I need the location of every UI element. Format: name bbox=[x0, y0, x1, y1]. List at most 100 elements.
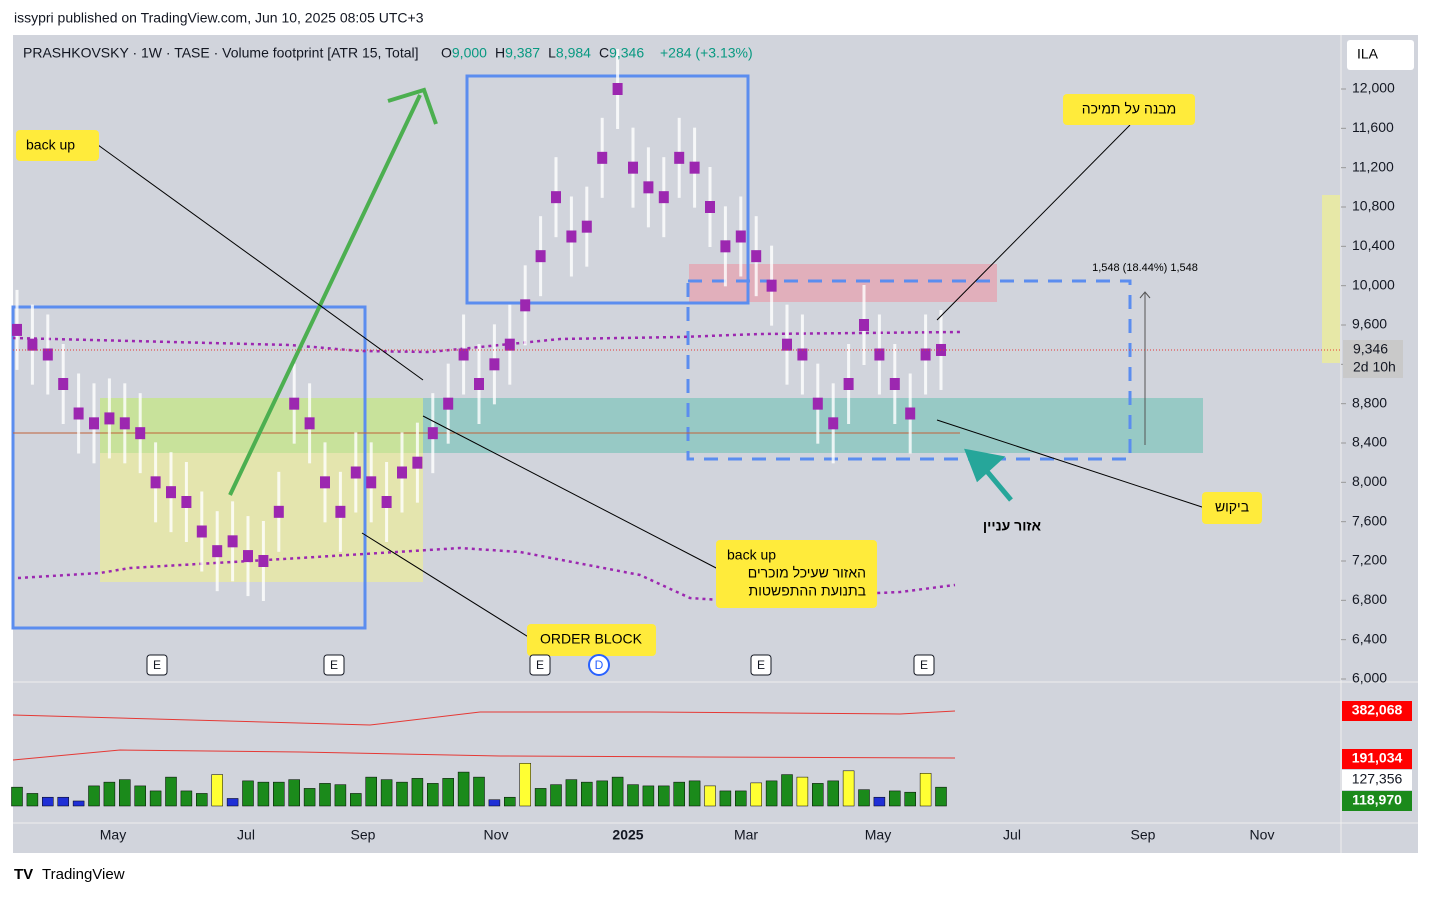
note: back up האזור שעיכל מוכרים בתנועת ההתפשט… bbox=[716, 540, 877, 608]
volume-bar bbox=[858, 789, 870, 807]
footprint-box bbox=[212, 545, 223, 558]
event: E bbox=[330, 658, 338, 672]
y-tick-label: 11,200 bbox=[1352, 158, 1394, 174]
volume-bar bbox=[704, 785, 716, 807]
box-dashed bbox=[686, 279, 1132, 461]
volume-bar bbox=[889, 790, 901, 807]
note-text: מבנה על תמיכה bbox=[1082, 101, 1177, 117]
currency-box[interactable] bbox=[1347, 40, 1414, 70]
footprint-box bbox=[474, 378, 484, 390]
event: E bbox=[920, 658, 928, 672]
footprint-box bbox=[859, 319, 869, 331]
footprint-box bbox=[135, 427, 146, 440]
note: מבנה על תמיכה bbox=[1063, 94, 1195, 125]
price-pane bbox=[13, 35, 1341, 680]
y-tick-label: 12,000 bbox=[1352, 80, 1395, 96]
x-tick-label: Mar bbox=[734, 827, 758, 843]
volume-bar bbox=[627, 784, 639, 807]
footprint-box bbox=[443, 397, 454, 410]
ohlc-value: 9,346 bbox=[609, 45, 644, 61]
volume-bar bbox=[765, 780, 778, 807]
volume-axis-box bbox=[1342, 791, 1412, 811]
volume-bar bbox=[596, 780, 608, 807]
volume-bar bbox=[581, 781, 593, 807]
volume-bar bbox=[88, 785, 100, 807]
volume-bar bbox=[796, 776, 809, 807]
footprint-box bbox=[412, 456, 423, 469]
ohlc: O 9,000 H 9,387 L 8,984 C 9,346 bbox=[441, 45, 644, 61]
footprint-box bbox=[643, 181, 654, 194]
volume-bar bbox=[873, 796, 886, 807]
footprint-box bbox=[42, 348, 53, 361]
volume-bar bbox=[196, 793, 208, 807]
y-tick-label: 8,000 bbox=[1352, 473, 1387, 489]
volume-bar bbox=[719, 790, 732, 807]
volume-bar bbox=[442, 778, 454, 807]
y-tick-label: 8,400 bbox=[1352, 434, 1387, 450]
footprint-box bbox=[628, 161, 638, 174]
footprint-box bbox=[828, 417, 839, 430]
teal-arrow bbox=[964, 448, 1013, 502]
note-bg bbox=[1202, 492, 1262, 524]
footprint-box bbox=[581, 220, 592, 233]
volume-bar bbox=[26, 793, 39, 807]
volume-axis-label: 191,034 bbox=[1352, 750, 1403, 766]
volume-bar bbox=[411, 778, 424, 807]
event-badge bbox=[529, 654, 551, 676]
connector bbox=[422, 415, 721, 571]
volume-bar bbox=[611, 776, 624, 807]
volume-bar bbox=[658, 785, 670, 807]
event-badge bbox=[913, 654, 935, 676]
volume-bar bbox=[842, 770, 855, 807]
footprint-box bbox=[320, 476, 330, 489]
connectors bbox=[97, 124, 1206, 639]
y-tick-label: 7,200 bbox=[1352, 552, 1387, 568]
volume-bar bbox=[319, 783, 331, 807]
symbol: PRASHKOVSKY · 1W · TASE · Volume footpri… bbox=[23, 45, 419, 61]
volume-bar bbox=[504, 796, 516, 807]
y-tick-label: 10,800 bbox=[1352, 198, 1395, 214]
footprint-box bbox=[905, 407, 916, 420]
currency: ILA bbox=[1357, 46, 1379, 62]
volume-bar bbox=[134, 785, 146, 807]
volume-ma bbox=[12, 710, 956, 726]
volume-bar bbox=[673, 781, 685, 807]
event-badge bbox=[750, 654, 772, 676]
footprint-box bbox=[227, 535, 238, 548]
volume-bar bbox=[488, 799, 501, 807]
volume-bar bbox=[565, 779, 578, 807]
footprint-box bbox=[735, 230, 746, 243]
volume-bar bbox=[273, 781, 285, 807]
footprint-box bbox=[104, 412, 115, 425]
event: D bbox=[595, 658, 604, 672]
volume-bar bbox=[935, 786, 947, 807]
footprint-box bbox=[874, 348, 885, 361]
ohlc-key: H bbox=[495, 45, 505, 61]
note-text: back up bbox=[727, 547, 776, 563]
volume-bar bbox=[396, 781, 408, 807]
volume-bar bbox=[242, 780, 254, 807]
footprint-box bbox=[674, 151, 685, 164]
note-text: ORDER BLOCK bbox=[540, 631, 643, 647]
x-tick-label: May bbox=[100, 827, 126, 843]
footprint-box bbox=[273, 505, 284, 518]
volume-bar bbox=[827, 780, 839, 807]
volume-bar bbox=[735, 790, 747, 807]
x-tick-label: Jul bbox=[237, 827, 255, 843]
label: אזור עניין bbox=[983, 518, 1042, 534]
volume-ma bbox=[12, 749, 956, 761]
y-tick-label: 9,600 bbox=[1352, 316, 1387, 332]
volume-axis-box bbox=[1342, 749, 1412, 769]
note-bg bbox=[16, 130, 99, 161]
note-text: ביקוש bbox=[1215, 499, 1249, 515]
volume-bar bbox=[519, 763, 531, 807]
x-tick-label: Nov bbox=[484, 827, 509, 843]
volume-bar bbox=[72, 800, 85, 807]
volume-bar bbox=[226, 798, 239, 807]
footprint-box bbox=[766, 279, 777, 292]
note: back up bbox=[16, 130, 99, 161]
ohlc-value: 9,000 bbox=[452, 45, 487, 61]
volume-axis-label: 118,970 bbox=[1352, 792, 1402, 808]
y-tick-label: 8,800 bbox=[1352, 394, 1387, 410]
